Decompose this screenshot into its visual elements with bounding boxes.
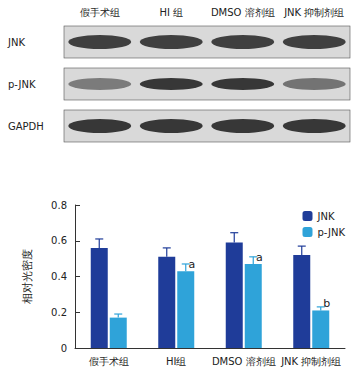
svg-text:JNK 抑制剂组: JNK 抑制剂组 <box>280 356 341 367</box>
svg-text:0.6: 0.6 <box>51 235 67 246</box>
svg-text:HI组: HI组 <box>166 356 186 367</box>
svg-text:DMSO 溶剂组: DMSO 溶剂组 <box>212 356 276 367</box>
svg-text:JNK: JNK <box>7 37 25 48</box>
svg-text:0.8: 0.8 <box>51 200 67 211</box>
svg-text:DMSO 溶剂组: DMSO 溶剂组 <box>211 7 275 18</box>
svg-text:JNK 抑制剂组: JNK 抑制剂组 <box>283 7 344 18</box>
svg-text:GAPDH: GAPDH <box>8 121 44 132</box>
svg-text:0: 0 <box>61 343 67 354</box>
svg-text:HI 组: HI 组 <box>159 7 183 18</box>
svg-text:0.2: 0.2 <box>51 307 67 318</box>
svg-text:假手术组: 假手术组 <box>89 356 129 367</box>
svg-text:p-JNK: p-JNK <box>318 227 346 238</box>
svg-text:a: a <box>188 258 195 271</box>
svg-text:假手术组: 假手术组 <box>80 7 120 18</box>
svg-text:a: a <box>256 251 263 264</box>
svg-text:b: b <box>323 297 330 310</box>
svg-text:相对光密度: 相对光密度 <box>21 249 34 304</box>
svg-text:JNK: JNK <box>317 211 335 222</box>
svg-text:p-JNK: p-JNK <box>8 79 36 90</box>
svg-text:0.4: 0.4 <box>51 271 67 282</box>
